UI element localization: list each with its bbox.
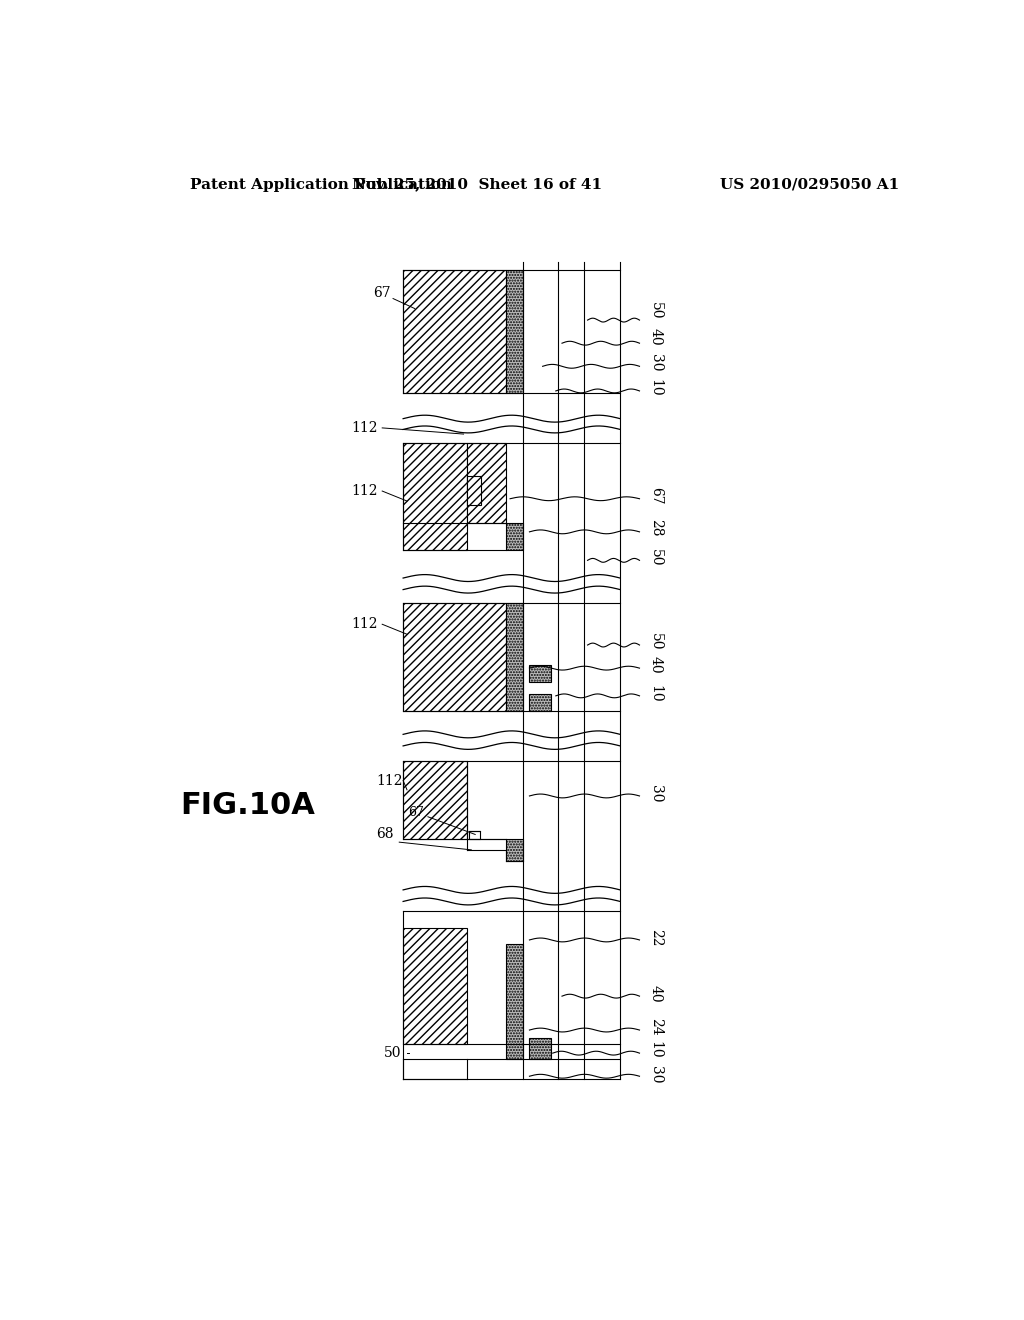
Text: 50: 50 xyxy=(649,549,663,566)
Text: 30: 30 xyxy=(649,354,663,371)
Bar xyxy=(403,444,467,549)
Text: 40: 40 xyxy=(649,985,663,1003)
Text: 67: 67 xyxy=(649,487,663,504)
Text: 10: 10 xyxy=(649,1041,663,1059)
Text: 112: 112 xyxy=(351,484,378,498)
Bar xyxy=(403,760,467,840)
Text: 67: 67 xyxy=(374,286,391,300)
Bar xyxy=(403,271,506,393)
Bar xyxy=(529,1038,551,1059)
Bar xyxy=(506,603,523,711)
Text: 50: 50 xyxy=(384,1047,401,1060)
Text: 28: 28 xyxy=(649,519,663,537)
Bar xyxy=(529,665,551,682)
Bar xyxy=(506,840,523,861)
Bar xyxy=(506,523,523,549)
Text: 67: 67 xyxy=(409,807,424,820)
Text: 40: 40 xyxy=(649,656,663,675)
Text: 112: 112 xyxy=(351,421,378,434)
Bar xyxy=(403,928,467,1044)
Bar xyxy=(467,477,481,506)
Bar xyxy=(469,832,480,840)
Bar xyxy=(403,603,506,711)
Text: US 2010/0295050 A1: US 2010/0295050 A1 xyxy=(720,178,900,191)
Text: 22: 22 xyxy=(649,929,663,946)
Text: 112: 112 xyxy=(351,618,378,631)
Text: 50: 50 xyxy=(649,302,663,319)
Text: 30: 30 xyxy=(649,1067,663,1084)
Bar xyxy=(506,944,523,1059)
Text: Nov. 25, 2010  Sheet 16 of 41: Nov. 25, 2010 Sheet 16 of 41 xyxy=(351,178,602,191)
Bar xyxy=(529,694,551,711)
Text: Patent Application Publication: Patent Application Publication xyxy=(190,178,452,191)
Text: 10: 10 xyxy=(649,379,663,397)
Text: FIG.10A: FIG.10A xyxy=(180,791,315,820)
Bar xyxy=(506,271,523,393)
Text: 112: 112 xyxy=(377,774,403,788)
Text: 68: 68 xyxy=(377,828,394,841)
Bar xyxy=(467,444,506,523)
Text: 24: 24 xyxy=(649,1018,663,1036)
Text: 50: 50 xyxy=(649,634,663,651)
Text: 30: 30 xyxy=(649,785,663,803)
Text: 40: 40 xyxy=(649,329,663,346)
Text: 10: 10 xyxy=(649,685,663,702)
